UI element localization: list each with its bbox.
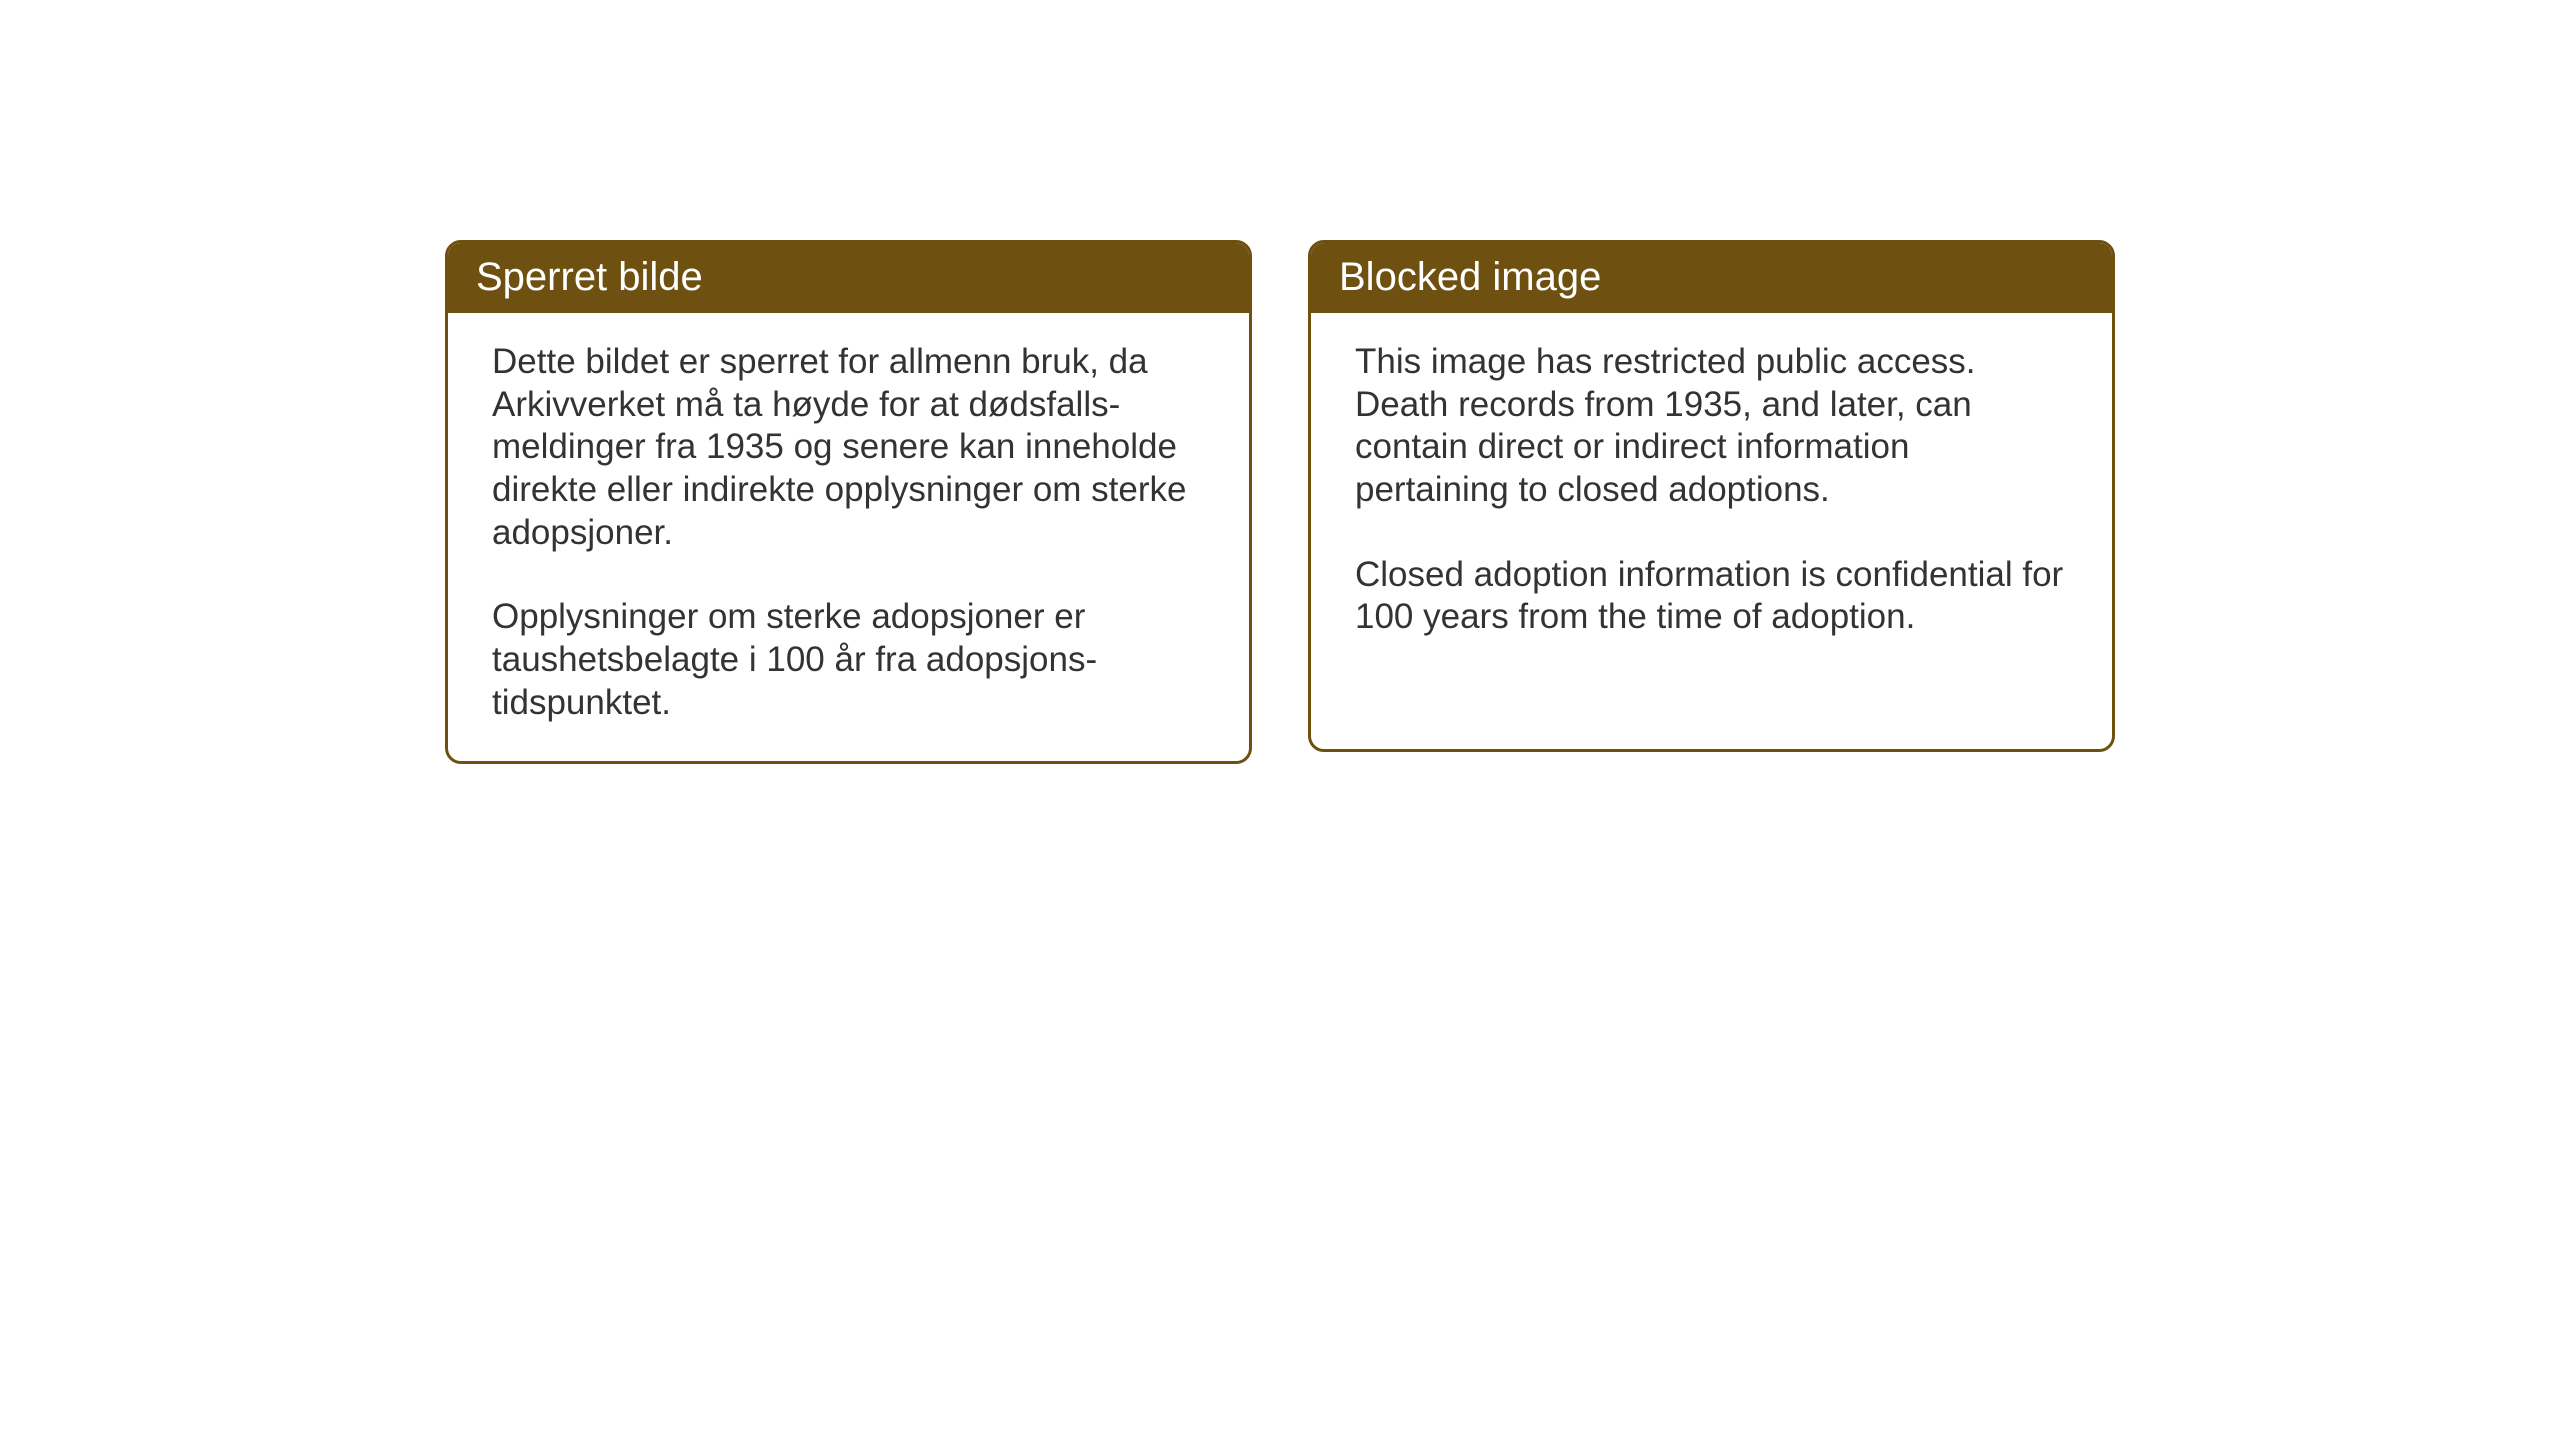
card-header-no: Sperret bilde bbox=[448, 243, 1249, 313]
notice-card-english: Blocked image This image has restricted … bbox=[1308, 240, 2115, 752]
card-body-no: Dette bildet er sperret for allmenn bruk… bbox=[448, 313, 1249, 761]
card-paragraph-no-2: Opplysninger om sterke adopsjoner er tau… bbox=[492, 596, 1205, 724]
card-title-en: Blocked image bbox=[1339, 255, 1601, 299]
card-header-en: Blocked image bbox=[1311, 243, 2112, 313]
notice-card-norwegian: Sperret bilde Dette bildet er sperret fo… bbox=[445, 240, 1252, 764]
card-paragraph-en-1: This image has restricted public access.… bbox=[1355, 341, 2068, 512]
notice-container: Sperret bilde Dette bildet er sperret fo… bbox=[445, 240, 2115, 764]
card-title-no: Sperret bilde bbox=[476, 255, 703, 299]
card-paragraph-en-2: Closed adoption information is confident… bbox=[1355, 554, 2068, 639]
card-body-en: This image has restricted public access.… bbox=[1311, 313, 2112, 675]
card-paragraph-no-1: Dette bildet er sperret for allmenn bruk… bbox=[492, 341, 1205, 554]
